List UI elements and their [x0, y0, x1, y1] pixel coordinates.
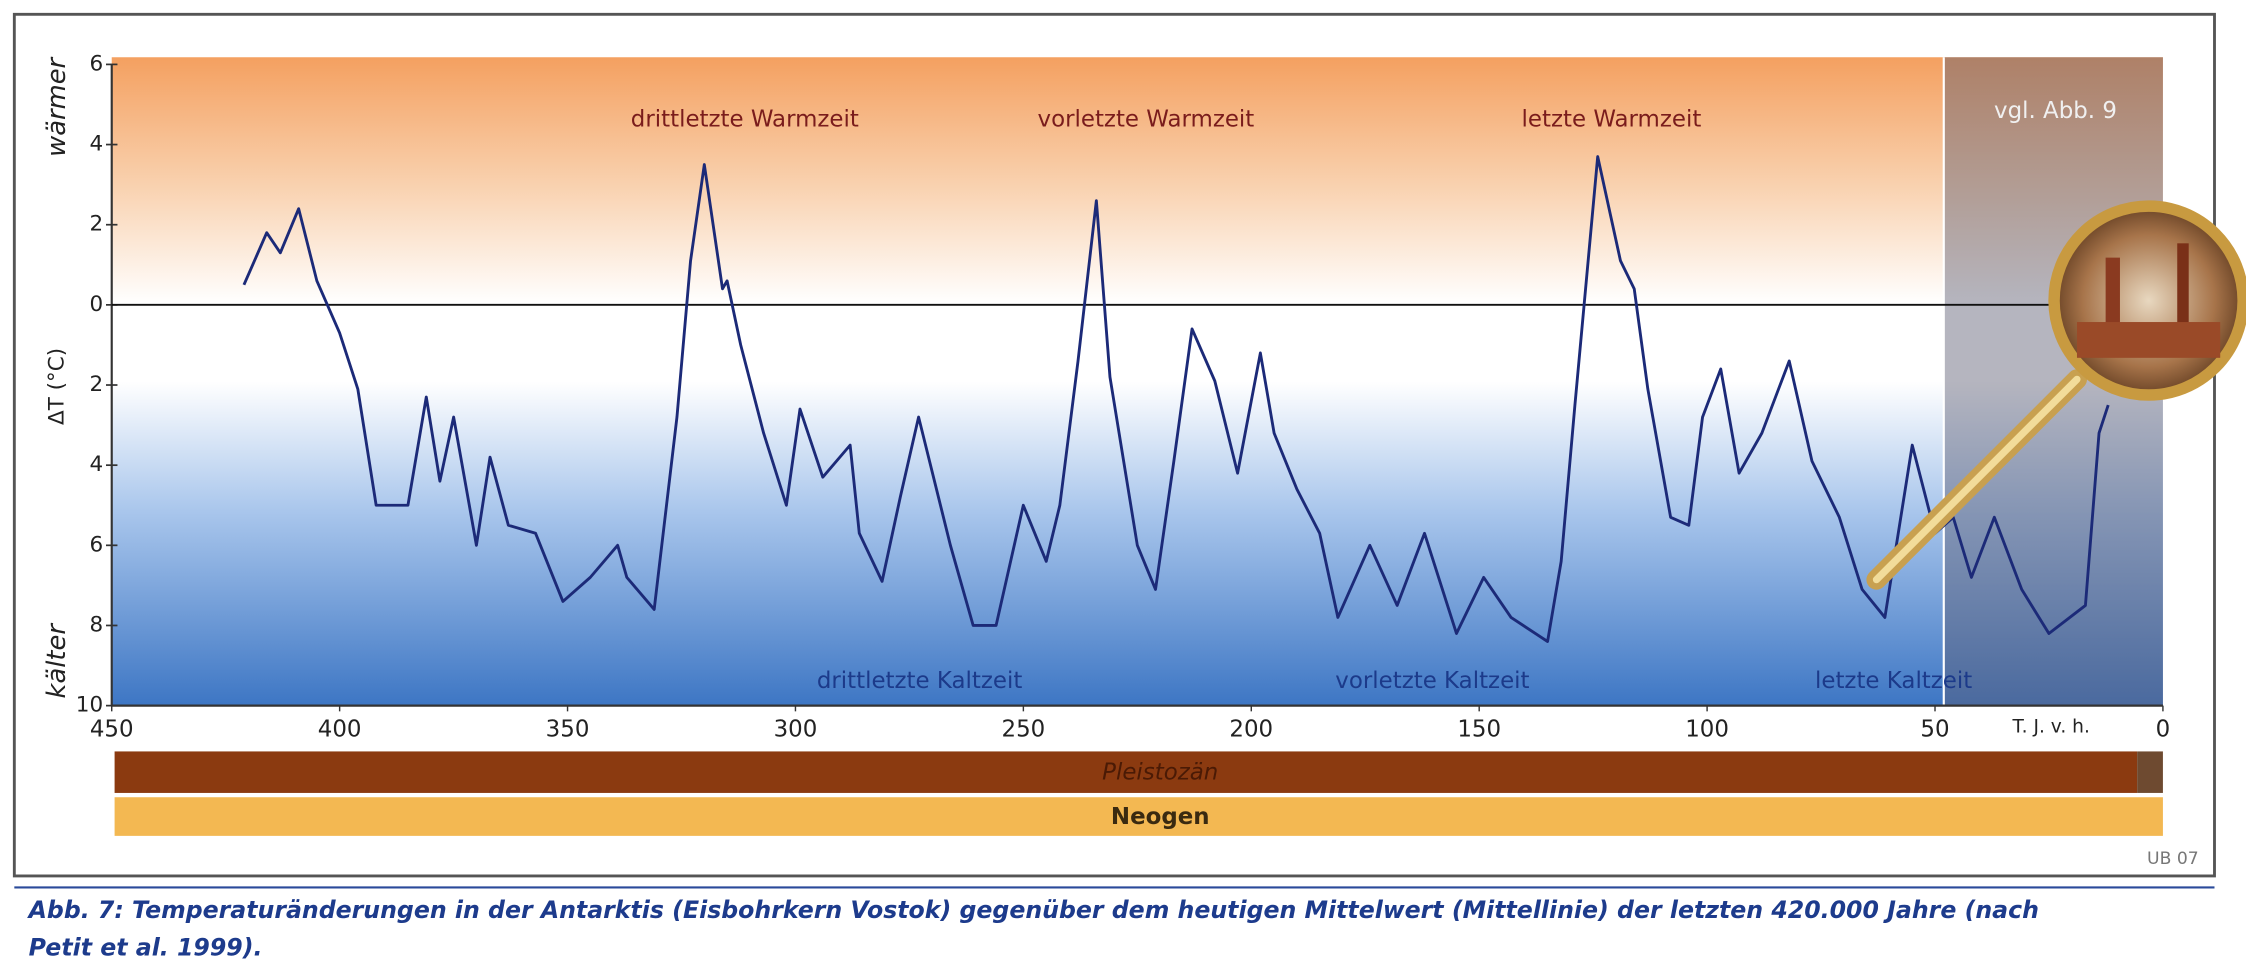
x-tick-label: 150 — [1457, 716, 1501, 742]
magnifier-lens — [2054, 206, 2243, 395]
x-label: T. J. v. h. — [2011, 717, 2089, 738]
y-tick-label: 6 — [89, 51, 103, 76]
x-tick-label: 100 — [1685, 716, 1729, 742]
x-tick-label: 0 — [2156, 716, 2171, 742]
page: 6 4 2 0 2 4 6 8 10450 400 350 300 250 200 150 100 50 0 dri… — [0, 0, 2246, 979]
x-tick-label: 250 — [1002, 716, 1046, 742]
y-tick-label: 8 — [89, 612, 103, 637]
annotation: vgl. Abb. 9 — [1994, 98, 2117, 124]
y-tick-label: 6 — [89, 532, 103, 557]
annotation: letzte Kaltzeit — [1815, 668, 1972, 694]
y-label-bottom: kälter — [42, 623, 72, 699]
x-tick-label: 400 — [318, 716, 362, 742]
factory — [2077, 322, 2220, 358]
annotation: vorletzte Warmzeit — [1038, 107, 1255, 133]
annotation: drittletzte Kaltzeit — [817, 668, 1023, 694]
annotation: vorletzte Kaltzeit — [1335, 668, 1529, 694]
code-label: UB 07 — [2147, 849, 2199, 869]
chart: 6 4 2 0 2 4 6 8 10450 400 350 300 250 200 150 100 50 0 dri… — [0, 0, 2246, 979]
annotation: letzte Warmzeit — [1522, 107, 1702, 133]
x-tick-label: 50 — [1920, 716, 1949, 742]
y-label-top: wärmer — [42, 56, 72, 156]
caption: Petit et al. 1999). — [29, 933, 263, 961]
x-tick-label: 200 — [1229, 716, 1273, 742]
y-tick-label: 0 — [89, 292, 103, 317]
y-tick-label: 2 — [89, 372, 103, 397]
annotation: drittletzte Warmzeit — [631, 107, 859, 133]
caption: Abb. 7: Temperaturänderungen in der Anta… — [27, 896, 2039, 924]
period-label: Pleistozän — [1102, 759, 1218, 785]
period-label: Neogen — [1111, 804, 1210, 830]
y-tick-label: 4 — [89, 132, 103, 157]
x-tick-label: 300 — [774, 716, 818, 742]
y-tick-label: 2 — [89, 212, 103, 237]
holocene-bar — [2137, 751, 2163, 793]
y-tick-label: 10 — [76, 693, 103, 718]
plot-background — [112, 57, 2163, 705]
x-tick-label: 350 — [546, 716, 590, 742]
x-tick-label: 450 — [90, 716, 134, 742]
y-label: ΔT (°C) — [44, 348, 69, 425]
y-tick-label: 4 — [89, 452, 103, 477]
